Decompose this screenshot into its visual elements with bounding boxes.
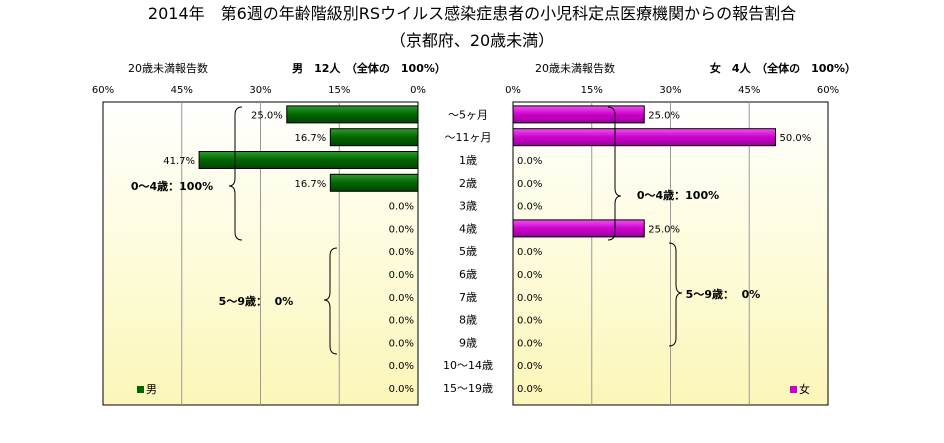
male-x-tick-label: 15% <box>328 85 350 96</box>
male-bar <box>329 128 419 147</box>
male-value-label: 0.0% <box>389 338 414 349</box>
female-value-label: 0.0% <box>517 202 542 213</box>
male-value-label: 16.7% <box>295 179 327 190</box>
male-value-label: 0.0% <box>389 384 414 395</box>
male-value-label: 0.0% <box>389 270 414 281</box>
female-annotation-5-9: 5～9歳： 0% <box>686 287 761 301</box>
female-header-left: 20歳未満報告数 <box>535 62 615 75</box>
male-x-tick-label: 0% <box>410 85 426 96</box>
male-value-label: 0.0% <box>389 224 414 235</box>
female-x-tick-label: 45% <box>738 85 760 96</box>
female-annotation-0-4: 0～4歳：100% <box>637 188 719 202</box>
male-value-labels: 25.0% 16.7% 41.7% 16.7% 0.0% 0.0% 0.0% 0.0% 0.0%… <box>163 110 414 395</box>
male-value-label: 0.0% <box>389 293 414 304</box>
male-value-label: 0.0% <box>389 202 414 213</box>
male-x-tick-label: 30% <box>249 85 271 96</box>
male-value-label: 0.0% <box>389 361 414 372</box>
male-value-label: 25.0% <box>251 110 283 121</box>
male-value-label: 0.0% <box>389 247 414 258</box>
male-value-label: 41.7% <box>163 156 195 167</box>
female-value-label: 0.0% <box>517 338 542 349</box>
female-value-label: 0.0% <box>517 270 542 281</box>
male-bracket-0-4 <box>228 106 243 241</box>
female-value-label: 25.0% <box>648 224 680 235</box>
age-category-label: 15～19歳 <box>443 382 493 395</box>
female-value-label: 0.0% <box>517 156 542 167</box>
female-value-label: 50.0% <box>780 133 812 144</box>
female-legend-label: 女 <box>799 382 810 396</box>
male-x-tick-label: 60% <box>92 85 114 96</box>
female-x-tick-label: 60% <box>817 85 839 96</box>
female-bracket-5-9 <box>668 242 683 347</box>
male-bracket-5-9 <box>323 247 338 355</box>
male-value-label: 0.0% <box>389 316 414 327</box>
age-category-label: 4歳 <box>459 222 477 235</box>
male-bars <box>198 105 419 192</box>
age-category-labels: ～5ヶ月 ～11ヶ月 1歳 2歳 3歳 4歳 5歳 6歳 7歳 8歳 9歳 10～14歳 15～19歳 <box>443 108 493 395</box>
male-x-tick-label: 45% <box>171 85 193 96</box>
age-category-label: 7歳 <box>459 291 477 304</box>
age-category-label: 9歳 <box>459 336 477 349</box>
female-value-label: 0.0% <box>517 247 542 258</box>
male-bar <box>329 173 419 192</box>
age-category-label: 1歳 <box>459 154 477 167</box>
male-annotation-0-4: 0～4歳：100% <box>131 179 213 193</box>
female-value-label: 0.0% <box>517 293 542 304</box>
age-category-label: 2歳 <box>459 177 477 190</box>
chart-subtitle: （京都府、20歳未満） <box>389 31 555 50</box>
male-value-label: 16.7% <box>295 133 327 144</box>
male-legend-swatch <box>137 386 144 393</box>
male-panel: 20歳未満報告数 男 12人 （全体の 100%） 60% 45% 30% 15% 0%… <box>92 61 446 406</box>
female-x-tick-label: 30% <box>659 85 681 96</box>
female-panel: 20歳未満報告数 女 4人 （全体の 100%） 0% 15% 30% 45% 60% … <box>505 61 856 406</box>
female-x-tick-labels: 0% 15% 30% 45% 60% <box>505 85 839 96</box>
female-x-tick-label: 0% <box>505 85 521 96</box>
female-bracket-0-4 <box>607 106 622 241</box>
age-category-label: 10～14歳 <box>443 359 493 372</box>
female-value-label: 0.0% <box>517 361 542 372</box>
male-bar <box>198 151 419 169</box>
male-header-right: 男 12人 （全体の 100%） <box>292 61 446 75</box>
female-value-labels: 25.0% 50.0% 0.0% 0.0% 0.0% 25.0% 0.0% 0.0% 0.0% 0… <box>517 110 811 395</box>
male-header-left: 20歳未満報告数 <box>128 62 208 75</box>
female-value-label: 0.0% <box>517 316 542 327</box>
female-value-label: 0.0% <box>517 179 542 190</box>
male-annotation-5-9: 5～9歳： 0% <box>219 294 294 308</box>
female-x-tick-label: 15% <box>581 85 603 96</box>
age-category-label: ～5ヶ月 <box>448 108 488 121</box>
female-gridlines <box>591 102 750 405</box>
age-category-label: ～11ヶ月 <box>445 131 492 144</box>
female-value-label: 25.0% <box>648 110 680 121</box>
female-legend-swatch <box>790 386 797 393</box>
age-category-label: 3歳 <box>459 200 477 213</box>
female-value-label: 0.0% <box>517 384 542 395</box>
male-x-tick-labels: 60% 45% 30% 15% 0% <box>92 85 426 96</box>
male-bar <box>286 105 419 124</box>
age-category-label: 6歳 <box>459 268 477 281</box>
age-category-label: 8歳 <box>459 314 477 327</box>
female-header-right: 女 4人 （全体の 100%） <box>710 61 856 75</box>
female-bar <box>512 128 776 147</box>
male-legend-label: 男 <box>146 383 157 396</box>
chart-title: 2014年 第6週の年齢階級別RSウイルス感染症患者の小児科定点医療機関からの報… <box>147 4 797 23</box>
female-bars <box>512 105 776 238</box>
female-bar <box>512 105 645 124</box>
age-category-label: 5歳 <box>459 245 477 258</box>
female-bar <box>512 219 645 238</box>
